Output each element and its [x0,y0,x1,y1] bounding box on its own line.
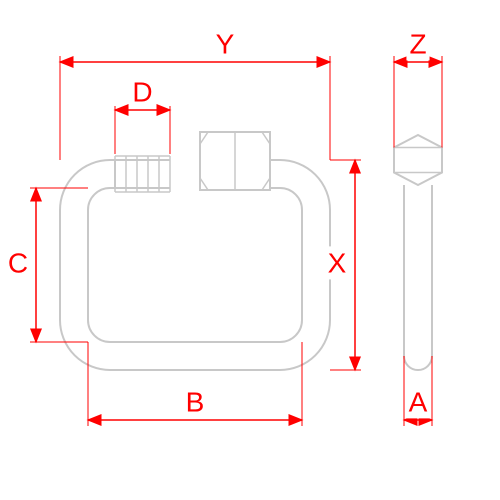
dimension-diagram: Y D B C X Z A [0,0,500,500]
dim-A-label: A [409,386,428,417]
dim-Z-label: Z [409,28,426,59]
inner-contour [88,188,302,342]
dim-C-label: C [8,247,28,278]
side-body [404,185,432,370]
dim-Y-label: Y [216,28,235,59]
part-outline [60,132,442,370]
nut-side-hex [394,135,442,185]
outer-contour [60,160,330,370]
dimension-labels: Y D B C X Z A [5,27,431,418]
dim-B-label: B [186,386,205,417]
dim-X-label: X [328,247,347,278]
dim-D-label: D [132,76,152,107]
